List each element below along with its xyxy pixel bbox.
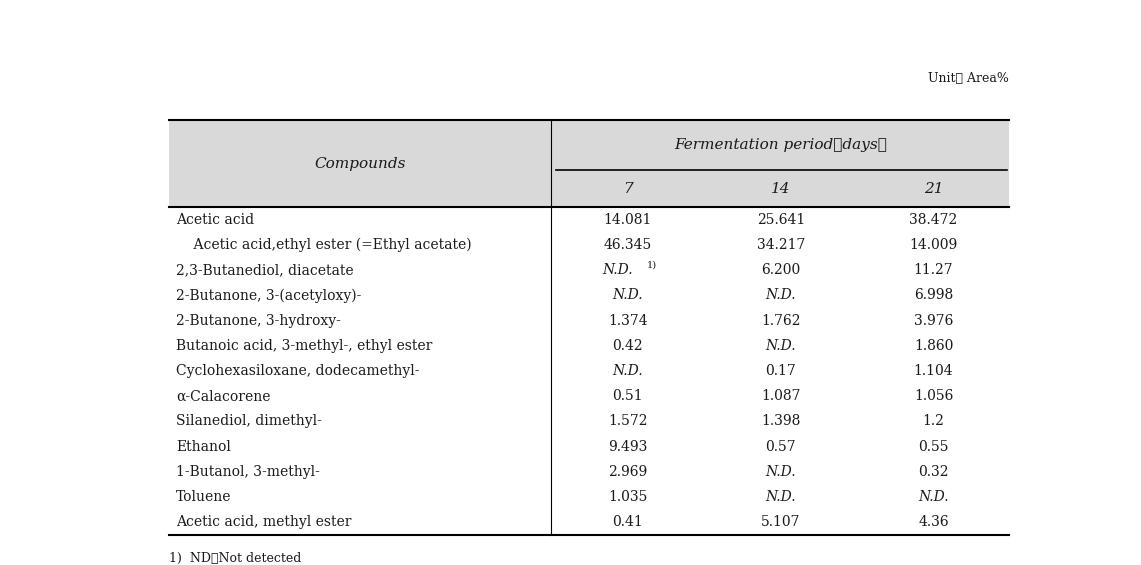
Text: 1)  ND；Not detected: 1) ND；Not detected — [169, 553, 301, 565]
Text: 14: 14 — [771, 181, 791, 195]
Text: 1.374: 1.374 — [608, 314, 648, 328]
Text: 0.42: 0.42 — [613, 339, 644, 353]
Text: Cyclohexasiloxane, dodecamethyl-: Cyclohexasiloxane, dodecamethyl- — [176, 364, 420, 378]
Text: Acetic acid, methyl ester: Acetic acid, methyl ester — [176, 515, 351, 529]
Text: 21: 21 — [924, 181, 944, 195]
Text: 9.493: 9.493 — [608, 440, 647, 454]
Text: N.D.: N.D. — [613, 288, 644, 302]
Bar — [169, 170, 1010, 207]
Text: Silanediol, dimethyl-: Silanediol, dimethyl- — [176, 415, 322, 428]
Text: 1.762: 1.762 — [761, 314, 801, 328]
Text: N.D.: N.D. — [766, 465, 796, 479]
Text: 6.200: 6.200 — [761, 263, 800, 277]
Text: 46.345: 46.345 — [604, 238, 652, 252]
Text: 25.641: 25.641 — [756, 212, 804, 227]
Text: 7: 7 — [623, 181, 633, 195]
Text: 0.57: 0.57 — [766, 440, 796, 454]
Text: α-Calacorene: α-Calacorene — [176, 389, 270, 403]
Text: 0.17: 0.17 — [766, 364, 796, 378]
Text: 5.107: 5.107 — [761, 515, 801, 529]
Text: 3.976: 3.976 — [914, 314, 953, 328]
Text: N.D.: N.D. — [613, 364, 644, 378]
Text: 0.55: 0.55 — [919, 440, 949, 454]
Text: 0.32: 0.32 — [919, 465, 949, 479]
Text: Fermentation period（days）: Fermentation period（days） — [674, 138, 887, 152]
Text: 6.998: 6.998 — [914, 288, 953, 302]
Text: 1): 1) — [647, 260, 657, 270]
Text: Toluene: Toluene — [176, 490, 232, 504]
Text: Ethanol: Ethanol — [176, 440, 232, 454]
Text: Compounds: Compounds — [315, 157, 406, 171]
Text: Unit： Area%: Unit： Area% — [929, 72, 1010, 85]
Text: 14.009: 14.009 — [909, 238, 957, 252]
Text: 34.217: 34.217 — [756, 238, 804, 252]
Text: N.D.: N.D. — [766, 490, 796, 504]
Text: 38.472: 38.472 — [909, 212, 957, 227]
Text: N.D.: N.D. — [766, 288, 796, 302]
Text: 11.27: 11.27 — [914, 263, 954, 277]
Text: 1.398: 1.398 — [761, 415, 800, 428]
Text: 1.860: 1.860 — [914, 339, 953, 353]
Text: Acetic acid,ethyl ester (=Ethyl acetate): Acetic acid,ethyl ester (=Ethyl acetate) — [176, 238, 472, 252]
Text: 4.36: 4.36 — [919, 515, 949, 529]
Text: Acetic acid: Acetic acid — [176, 212, 254, 227]
Text: 1.056: 1.056 — [914, 389, 953, 403]
Text: Butanoic acid, 3-methyl-, ethyl ester: Butanoic acid, 3-methyl-, ethyl ester — [176, 339, 432, 353]
Text: 1.035: 1.035 — [608, 490, 647, 504]
Text: 1-Butanol, 3-methyl-: 1-Butanol, 3-methyl- — [176, 465, 321, 479]
Text: N.D.: N.D. — [602, 263, 632, 277]
Text: N.D.: N.D. — [919, 490, 949, 504]
Text: 0.51: 0.51 — [613, 389, 644, 403]
Text: 2-Butanone, 3-(acetyloxy)-: 2-Butanone, 3-(acetyloxy)- — [176, 288, 362, 302]
Text: 14.081: 14.081 — [604, 212, 652, 227]
Text: 2-Butanone, 3-hydroxy-: 2-Butanone, 3-hydroxy- — [176, 314, 341, 328]
Text: 1.2: 1.2 — [923, 415, 945, 428]
Text: 1.087: 1.087 — [761, 389, 801, 403]
Text: 0.41: 0.41 — [613, 515, 644, 529]
Text: 1.572: 1.572 — [608, 415, 648, 428]
Text: 2.969: 2.969 — [608, 465, 647, 479]
Text: 2,3-Butanediol, diacetate: 2,3-Butanediol, diacetate — [176, 263, 354, 277]
Text: N.D.: N.D. — [766, 339, 796, 353]
Text: 1.104: 1.104 — [914, 364, 954, 378]
